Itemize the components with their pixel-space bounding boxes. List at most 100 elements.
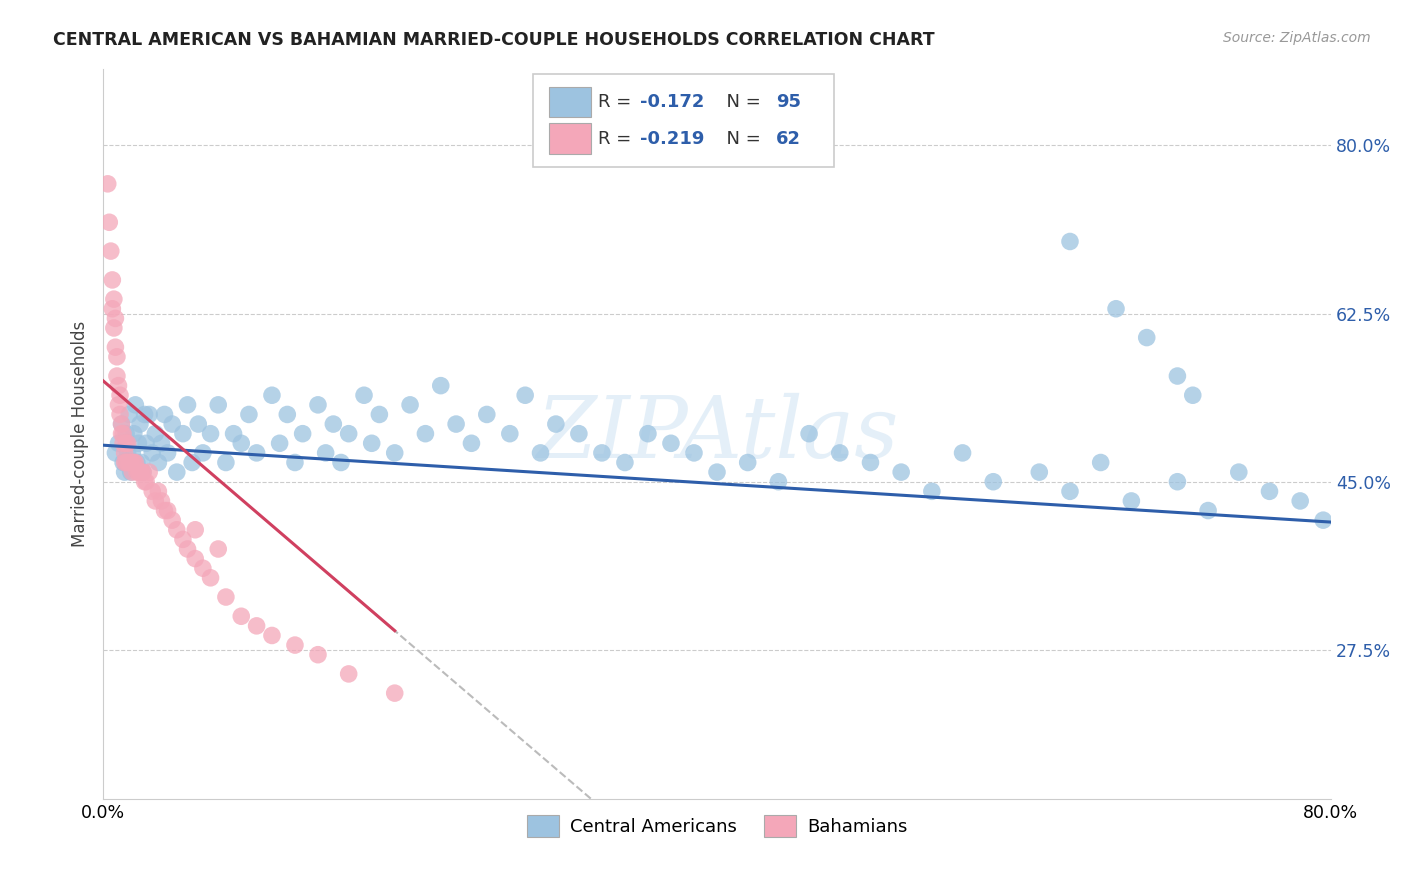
Point: [1181, 388, 1204, 402]
Point: [143, 494, 166, 508]
FancyBboxPatch shape: [533, 74, 834, 167]
Point: [110, 417, 132, 431]
Point: [101, 273, 124, 287]
Legend: Central Americans, Bahamians: Central Americans, Bahamians: [519, 808, 915, 845]
Text: CENTRAL AMERICAN VS BAHAMIAN MARRIED-COUPLE HOUSEHOLDS CORRELATION CHART: CENTRAL AMERICAN VS BAHAMIAN MARRIED-COU…: [53, 31, 935, 49]
Point: [1090, 456, 1112, 470]
Point: [115, 426, 138, 441]
Point: [269, 436, 291, 450]
Point: [150, 436, 173, 450]
Point: [200, 571, 222, 585]
Point: [156, 503, 179, 517]
Point: [260, 388, 283, 402]
Point: [132, 465, 155, 479]
Point: [107, 436, 129, 450]
Point: [499, 426, 522, 441]
Point: [104, 446, 127, 460]
Point: [124, 456, 146, 470]
Point: [176, 398, 198, 412]
Point: [138, 465, 160, 479]
Point: [160, 417, 183, 431]
Point: [97, 177, 120, 191]
Point: [368, 408, 391, 422]
Point: [307, 398, 329, 412]
Point: [143, 426, 166, 441]
Point: [737, 456, 759, 470]
Point: [98, 215, 121, 229]
Point: [1227, 465, 1250, 479]
Point: [284, 456, 307, 470]
Point: [125, 456, 148, 470]
Point: [544, 417, 567, 431]
Point: [127, 465, 149, 479]
Point: [124, 398, 146, 412]
Point: [231, 609, 253, 624]
Point: [127, 436, 149, 450]
Point: [1312, 513, 1334, 527]
Point: [112, 436, 135, 450]
Point: [659, 436, 682, 450]
Point: [184, 551, 207, 566]
Point: [215, 456, 238, 470]
Point: [100, 244, 122, 259]
Point: [112, 456, 135, 470]
Text: N =: N =: [714, 93, 766, 112]
Point: [384, 446, 406, 460]
Point: [591, 446, 613, 460]
Point: [1028, 465, 1050, 479]
Point: [337, 426, 360, 441]
Point: [1059, 235, 1081, 249]
Point: [148, 484, 170, 499]
Point: [115, 456, 138, 470]
FancyBboxPatch shape: [548, 123, 591, 154]
Point: [515, 388, 537, 402]
Point: [141, 446, 163, 460]
Point: [117, 456, 139, 470]
Point: [191, 446, 214, 460]
Point: [122, 426, 145, 441]
Point: [176, 541, 198, 556]
Point: [107, 398, 129, 412]
Point: [172, 426, 194, 441]
Text: ZIPAtlas: ZIPAtlas: [536, 392, 898, 475]
Point: [291, 426, 314, 441]
Point: [231, 436, 253, 450]
Point: [706, 465, 728, 479]
Point: [460, 436, 482, 450]
Point: [121, 446, 143, 460]
Point: [131, 456, 153, 470]
Point: [105, 350, 128, 364]
Point: [153, 408, 176, 422]
Point: [117, 436, 139, 450]
Point: [613, 456, 636, 470]
Point: [207, 398, 229, 412]
Point: [118, 456, 141, 470]
Point: [284, 638, 307, 652]
Point: [415, 426, 437, 441]
Point: [768, 475, 790, 489]
Point: [330, 456, 353, 470]
Point: [568, 426, 591, 441]
Point: [104, 311, 127, 326]
Text: -0.172: -0.172: [640, 93, 704, 112]
Text: 62: 62: [776, 129, 801, 148]
Point: [114, 456, 136, 470]
Point: [1136, 330, 1159, 344]
Point: [797, 426, 820, 441]
Point: [104, 340, 127, 354]
Point: [105, 369, 128, 384]
Point: [156, 446, 179, 460]
Point: [153, 503, 176, 517]
Point: [134, 408, 156, 422]
Point: [890, 465, 912, 479]
Point: [121, 456, 143, 470]
Point: [981, 475, 1004, 489]
Point: [1166, 369, 1188, 384]
Point: [859, 456, 882, 470]
Point: [148, 456, 170, 470]
Point: [260, 628, 283, 642]
Point: [828, 446, 851, 460]
Point: [1289, 494, 1312, 508]
Point: [107, 378, 129, 392]
Point: [353, 388, 375, 402]
